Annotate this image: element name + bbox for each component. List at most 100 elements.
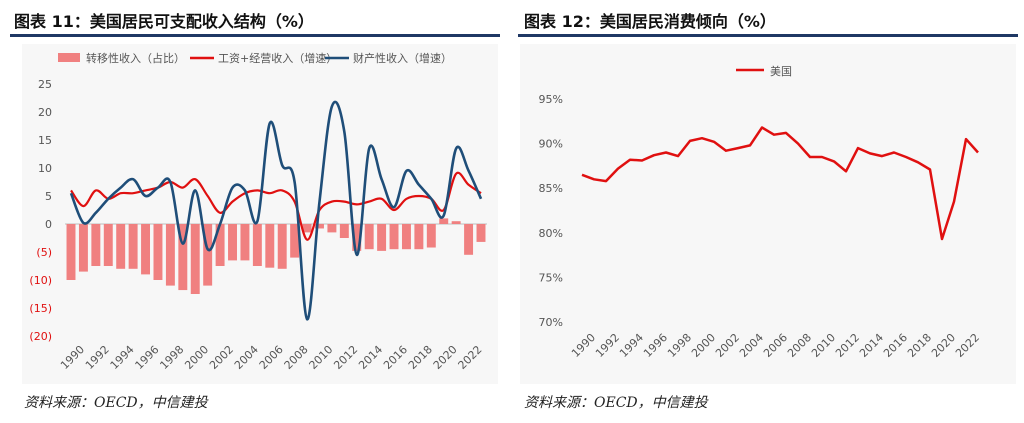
left-chart-svg: 2520151050(5)(10)(15)(20)199019921994199… — [29, 51, 487, 372]
x-tick-label: 1992 — [83, 343, 112, 372]
y-tick-label: (15) — [29, 302, 52, 315]
transfer-income-bar — [252, 224, 262, 266]
transfer-income-bar — [228, 224, 237, 261]
transfer-income-bar — [451, 221, 461, 224]
legend-label: 美国 — [770, 65, 792, 78]
y-tick-label: 15 — [38, 134, 52, 147]
y-tick-label: 5 — [45, 190, 52, 203]
left-chart-title: 图表 11：美国居民可支配收入结构（%） — [14, 12, 314, 31]
legend-label: 转移性收入（占比） — [86, 51, 185, 65]
y-tick-label: 90% — [539, 138, 563, 151]
transfer-income-bar — [327, 224, 337, 233]
x-tick-label: 2018 — [406, 343, 435, 372]
legend-label: 工资+经营收入（增速） — [218, 51, 337, 65]
x-tick-label: 1990 — [569, 331, 598, 360]
transfer-income-bar — [464, 224, 474, 255]
transfer-income-bar — [389, 224, 399, 250]
x-tick-label: 2012 — [833, 331, 862, 360]
transfer-income-bar — [302, 224, 312, 233]
transfer-income-bar — [153, 224, 163, 280]
transfer-income-bar — [265, 224, 275, 268]
transfer-income-bar — [414, 224, 424, 250]
x-tick-label: 2022 — [953, 331, 982, 360]
x-tick-label: 1994 — [617, 331, 646, 360]
x-tick-label: 2018 — [905, 331, 934, 360]
y-tick-label: 20 — [38, 106, 52, 119]
x-tick-label: 1990 — [58, 343, 87, 372]
right-plot-area — [520, 44, 1016, 384]
x-tick-label: 2014 — [356, 343, 385, 372]
x-tick-label: 1996 — [641, 331, 670, 360]
wage-business-income-line — [70, 171, 482, 241]
x-tick-label: 2014 — [857, 331, 886, 360]
x-tick-label: 2000 — [689, 331, 718, 360]
y-tick-label: 0 — [45, 218, 52, 231]
y-tick-label: 95% — [539, 93, 563, 106]
y-tick-label: (20) — [29, 330, 52, 343]
x-tick-label: 2022 — [456, 343, 485, 372]
y-tick-label: 85% — [539, 182, 563, 195]
left-title-rule — [10, 34, 500, 37]
x-tick-label: 2020 — [929, 331, 958, 360]
x-tick-label: 2006 — [761, 331, 790, 360]
transfer-income-bar — [203, 224, 213, 286]
y-tick-label: 75% — [539, 271, 563, 284]
transfer-income-bar — [290, 224, 300, 258]
x-tick-label: 1998 — [665, 331, 694, 360]
transfer-income-bar — [141, 224, 151, 275]
x-tick-label: 1992 — [593, 331, 622, 360]
x-tick-label: 2004 — [232, 343, 261, 372]
transfer-income-bar — [401, 224, 411, 250]
x-tick-label: 2016 — [881, 331, 910, 360]
y-tick-label: (5) — [36, 246, 52, 259]
right-chart-svg: 95%90%85%80%75%70%1990199219941996199820… — [539, 65, 982, 360]
x-tick-label: 2012 — [331, 343, 360, 372]
x-tick-label: 2008 — [282, 343, 311, 372]
x-tick-label: 2000 — [182, 343, 211, 372]
transfer-income-bar — [277, 224, 287, 269]
right-chart-title: 图表 12：美国居民消费倾向（%） — [524, 12, 776, 31]
transfer-income-bar — [116, 224, 126, 269]
legend-swatch-transfer — [58, 53, 80, 62]
legend-label: 财产性收入（增速） — [353, 51, 452, 65]
transfer-income-bar — [215, 224, 225, 266]
x-tick-label: 1996 — [133, 343, 162, 372]
transfer-income-bar — [476, 224, 486, 242]
x-tick-label: 2002 — [713, 331, 742, 360]
x-tick-label: 2020 — [431, 343, 460, 372]
left-source-note: 资料来源：OECD，中信建投 — [24, 395, 208, 411]
x-tick-label: 2004 — [737, 331, 766, 360]
transfer-income-bar — [339, 224, 349, 238]
y-tick-label: 10 — [38, 162, 52, 175]
x-tick-label: 2008 — [785, 331, 814, 360]
right-source-note: 资料来源：OECD，中信建投 — [524, 395, 708, 411]
transfer-income-bar — [91, 224, 101, 266]
transfer-income-bar — [178, 224, 188, 291]
transfer-income-bar — [377, 224, 387, 251]
y-tick-label: 80% — [539, 227, 563, 240]
transfer-income-bar — [439, 218, 449, 224]
y-tick-label: 70% — [539, 316, 563, 329]
left-chart-panel: 图表 11：美国居民可支配收入结构（%） 25 20 15 10 5 0 (5) (10) (1… — [0, 0, 500, 423]
x-tick-label: 2010 — [809, 331, 838, 360]
transfer-income-bar — [128, 224, 138, 269]
transfer-income-bar — [315, 224, 324, 229]
x-tick-label: 2010 — [307, 343, 336, 372]
x-tick-label: 2016 — [381, 343, 410, 372]
x-tick-label: 2006 — [257, 343, 286, 372]
transfer-income-bar — [103, 224, 113, 266]
consumption-propensity-line — [581, 126, 979, 241]
transfer-income-bar — [190, 224, 200, 294]
transfer-income-bar — [426, 224, 436, 248]
x-tick-label: 2002 — [207, 343, 236, 372]
x-tick-label: 1998 — [157, 343, 186, 372]
property-income-line — [69, 100, 483, 321]
transfer-income-bar — [66, 224, 76, 280]
y-tick-label: (10) — [29, 274, 52, 287]
transfer-income-bar — [165, 224, 175, 286]
transfer-income-bar — [352, 224, 362, 251]
x-tick-label: 1994 — [108, 343, 137, 372]
y-tick-label: 25 — [38, 78, 52, 91]
transfer-income-bar — [240, 224, 250, 261]
right-chart-panel: 图表 12：美国居民消费倾向（%） 95% 90% 85% 80% 75% 70% 1990… — [518, 0, 1024, 423]
